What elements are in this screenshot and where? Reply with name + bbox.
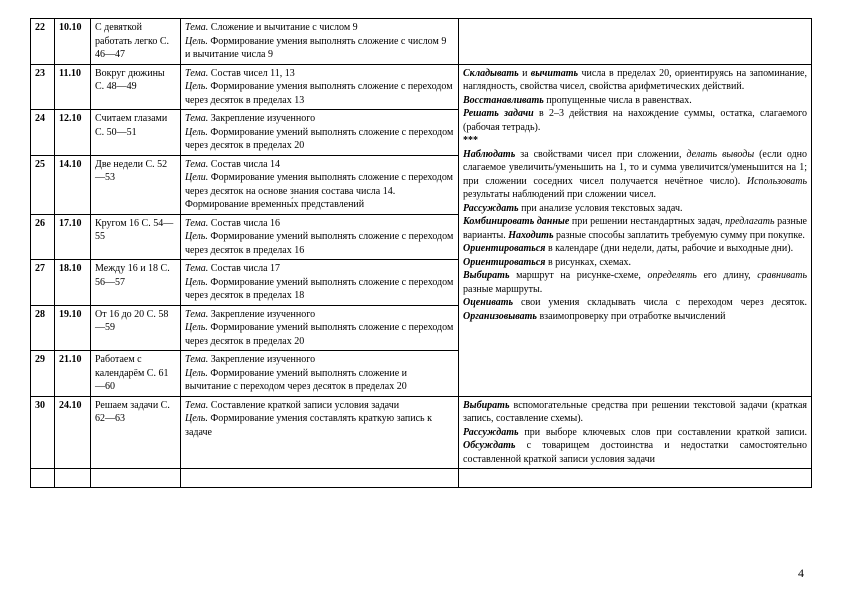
cell-topic: Считаем глазами С. 50—51	[91, 110, 181, 156]
cell-empty	[181, 469, 459, 488]
cell-number: 28	[31, 305, 55, 351]
cell-number: 22	[31, 19, 55, 65]
cell-number: 27	[31, 260, 55, 306]
table-row: 2210.10С девяткой работать легко С. 46—4…	[31, 19, 812, 65]
cell-outcomes	[459, 19, 812, 65]
cell-content: Тема. Состав числа 14Цели. Формирование …	[181, 155, 459, 214]
cell-number: 29	[31, 351, 55, 397]
cell-empty	[55, 469, 91, 488]
cell-content: Тема. Закрепление изученногоЦель. Формир…	[181, 110, 459, 156]
cell-content: Тема. Состав числа 17Цель. Формирование …	[181, 260, 459, 306]
cell-number: 24	[31, 110, 55, 156]
cell-date: 24.10	[55, 396, 91, 469]
cell-content: Тема. Закрепление изученногоЦель. Формир…	[181, 351, 459, 397]
cell-content: Тема. Состав числа 16Цель. Формирование …	[181, 214, 459, 260]
cell-topic: Кругом 16 С. 54—55	[91, 214, 181, 260]
cell-date: 21.10	[55, 351, 91, 397]
cell-empty	[459, 469, 812, 488]
cell-outcomes: Выбирать вспомогательные средства при ре…	[459, 396, 812, 469]
cell-content: Тема. Закрепление изученногоЦель. Формир…	[181, 305, 459, 351]
cell-number: 23	[31, 64, 55, 110]
table-row: 3024.10Решаем задачи С. 62—63Тема. Соста…	[31, 396, 812, 469]
page-number: 4	[798, 566, 804, 581]
cell-outcomes: Складывать и вычитать числа в пределах 2…	[459, 64, 812, 396]
cell-topic: Решаем задачи С. 62—63	[91, 396, 181, 469]
cell-topic: Вокруг дюжины С. 48—49	[91, 64, 181, 110]
cell-empty	[91, 469, 181, 488]
cell-date: 19.10	[55, 305, 91, 351]
cell-date: 14.10	[55, 155, 91, 214]
cell-number: 25	[31, 155, 55, 214]
table-row	[31, 469, 812, 488]
cell-date: 11.10	[55, 64, 91, 110]
cell-topic: Работаем с календарём С. 61—60	[91, 351, 181, 397]
cell-number: 26	[31, 214, 55, 260]
cell-content: Тема. Состав чисел 11, 13Цель. Формирова…	[181, 64, 459, 110]
cell-topic: С девяткой работать легко С. 46—47	[91, 19, 181, 65]
cell-content: Тема. Составление краткой записи условия…	[181, 396, 459, 469]
cell-empty	[31, 469, 55, 488]
cell-topic: Между 16 и 18 С. 56—57	[91, 260, 181, 306]
cell-content: Тема. Сложение и вычитание с числом 9Цел…	[181, 19, 459, 65]
curriculum-table: 2210.10С девяткой работать легко С. 46—4…	[30, 18, 812, 488]
table-row: 2311.10Вокруг дюжины С. 48—49Тема. Соста…	[31, 64, 812, 110]
cell-number: 30	[31, 396, 55, 469]
cell-topic: От 16 до 20 С. 58—59	[91, 305, 181, 351]
cell-date: 18.10	[55, 260, 91, 306]
cell-date: 10.10	[55, 19, 91, 65]
cell-date: 12.10	[55, 110, 91, 156]
cell-topic: Две недели С. 52—53	[91, 155, 181, 214]
cell-date: 17.10	[55, 214, 91, 260]
